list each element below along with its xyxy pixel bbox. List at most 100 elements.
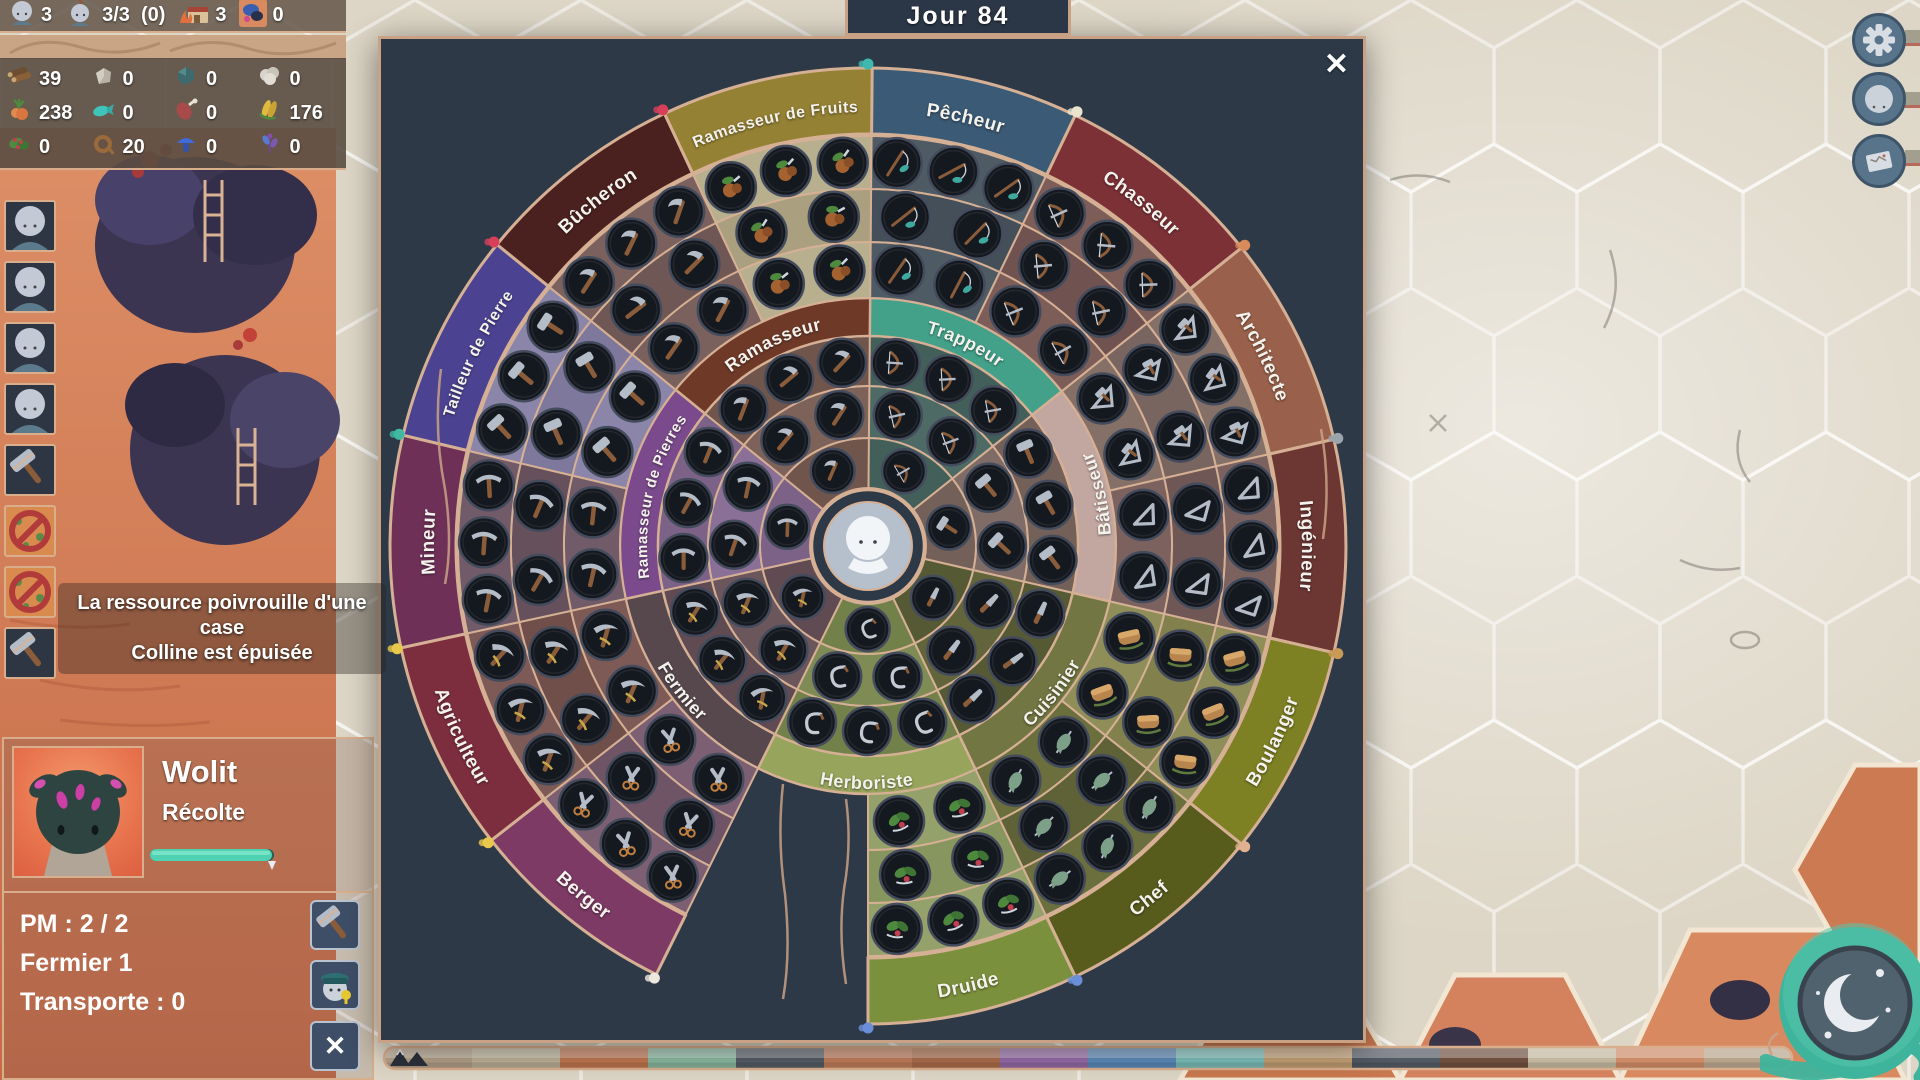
skill-node[interactable] [668,237,721,291]
wheel-outer-sector-Pêcheur[interactable]: Pêcheur [866,66,1078,324]
skill-node[interactable] [896,697,948,749]
skill-node[interactable] [1017,239,1071,292]
skill-node[interactable] [559,693,613,746]
skill-node[interactable] [1014,588,1066,639]
skill-node[interactable] [1023,479,1074,531]
toolbar-pupil-portrait-2[interactable] [4,322,56,374]
skill-node[interactable] [1081,219,1134,272]
skill-node[interactable] [528,626,581,679]
skill-node[interactable] [662,798,716,851]
wheel-outer-sector-Boulanger[interactable]: Boulanger [1060,600,1336,847]
skill-node[interactable] [652,185,706,238]
skill-node[interactable] [878,848,932,902]
skill-node[interactable] [1103,611,1156,664]
wheel-outer-sector-Mineur[interactable]: Mineur [388,433,629,650]
skill-node[interactable] [608,370,662,423]
skill-node[interactable] [1208,633,1262,686]
close-character-panel-button[interactable]: ✕ [310,1021,360,1071]
toolbar-hammer-7[interactable] [4,627,56,679]
skill-node[interactable] [704,161,758,214]
settings-button[interactable] [1852,13,1906,67]
skill-node[interactable] [669,586,721,638]
skill-node[interactable] [807,190,861,244]
skill-node[interactable] [946,673,998,725]
skill-node[interactable] [816,337,868,389]
skill-node[interactable] [925,504,973,551]
toolbar-hammer-4[interactable] [4,444,56,496]
toolbar-pupil-portrait-3[interactable] [4,383,56,435]
skill-node[interactable] [662,477,714,529]
skill-node[interactable] [758,624,809,676]
skill-node[interactable] [721,577,772,629]
skill-node[interactable] [1076,372,1129,425]
skill-node[interactable] [563,341,616,394]
skill-node[interactable] [963,578,1014,630]
skill-node[interactable] [609,283,663,337]
skill-node[interactable] [1103,428,1156,481]
skill-node[interactable] [987,636,1038,687]
map-view-button[interactable] [1852,134,1906,188]
skill-node[interactable] [968,385,1020,436]
skill-node[interactable] [763,353,815,404]
skill-node[interactable] [872,795,926,848]
skill-node[interactable] [494,682,547,736]
wheel-outer-sector-Druide[interactable]: Druide [866,768,1078,1026]
skill-node[interactable] [1121,343,1175,396]
wheel-outer-sector-Architecte[interactable]: Architecte [1060,245,1336,492]
skill-node[interactable] [981,877,1035,930]
skill-node[interactable] [870,136,923,190]
skill-node[interactable] [497,349,550,403]
skill-node[interactable] [462,458,516,512]
skill-node[interactable] [880,447,928,495]
skill-node[interactable] [647,322,701,375]
skill-node[interactable] [1081,820,1134,873]
skill-node[interactable] [566,486,620,539]
skill-node[interactable] [557,778,611,831]
skill-node[interactable] [963,462,1014,514]
skill-node[interactable] [1075,285,1129,339]
toolbar-resource-depleted-5[interactable] [4,505,56,557]
skill-node[interactable] [813,244,866,297]
skill-node[interactable] [1076,667,1129,720]
wheel-inner-sector-Fermier[interactable]: Fermier [624,557,844,770]
end-day-button[interactable] [1757,915,1920,1080]
skill-node[interactable] [752,257,806,310]
skill-node[interactable] [878,190,932,244]
skill-node[interactable] [736,672,788,724]
skill-node[interactable] [933,781,986,834]
skill-node[interactable] [605,751,658,804]
skill-node[interactable] [646,850,699,903]
skill-node[interactable] [760,415,811,466]
toolbar-resource-depleted-6[interactable] [4,566,56,618]
skill-node[interactable] [1002,428,1054,479]
skill-node[interactable] [1075,753,1129,807]
skill-node[interactable] [1123,258,1176,311]
wheel-inner-sector-Trappeur[interactable]: Trappeur [866,296,1064,512]
skill-node[interactable] [1221,462,1274,515]
close-modal-button[interactable]: ✕ [1323,48,1349,81]
skill-node[interactable] [759,144,813,198]
skill-node[interactable] [696,283,750,337]
skill-node[interactable] [1221,577,1274,630]
skill-node[interactable] [1154,629,1207,682]
skill-node[interactable] [718,383,769,435]
skill-node[interactable] [513,479,566,533]
skill-node[interactable] [1170,556,1224,610]
skill-node[interactable] [473,629,527,682]
skill-node[interactable] [872,651,923,702]
wheel-outer-sector-Berger[interactable]: Berger [489,697,760,977]
skill-node[interactable] [1208,406,1262,459]
skill-node[interactable] [922,354,974,405]
skill-node[interactable] [926,415,977,467]
skill-node[interactable] [872,244,926,297]
wheel-inner-sector-Herboriste[interactable]: Herboriste [756,596,978,796]
skill-node[interactable] [811,651,863,702]
skill-node[interactable] [457,516,511,569]
skill-node[interactable] [779,573,826,621]
skill-node[interactable] [764,503,811,551]
skill-node[interactable] [870,337,921,389]
skill-node[interactable] [708,519,760,570]
skill-node[interactable] [1033,852,1087,905]
skill-node[interactable] [1027,534,1078,586]
skill-node[interactable] [1037,715,1091,769]
